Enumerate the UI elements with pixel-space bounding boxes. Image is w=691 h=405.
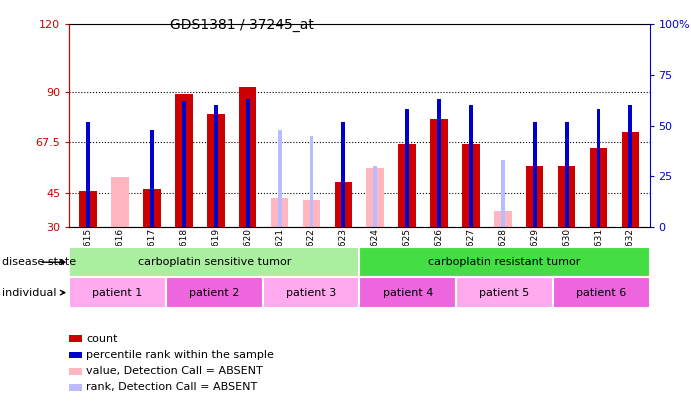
Bar [263, 277, 359, 308]
Text: patient 5: patient 5 [480, 288, 529, 298]
Text: patient 3: patient 3 [286, 288, 336, 298]
Bar [533, 122, 537, 227]
Text: patient 2: patient 2 [189, 288, 239, 298]
Bar [303, 200, 320, 227]
Bar [596, 109, 600, 227]
Bar [86, 122, 90, 227]
Bar [79, 191, 97, 227]
Text: patient 4: patient 4 [383, 288, 433, 298]
Bar [143, 189, 161, 227]
Bar [359, 247, 650, 277]
Bar [239, 87, 256, 227]
Text: percentile rank within the sample: percentile rank within the sample [86, 350, 274, 360]
Bar [399, 143, 416, 227]
Text: individual: individual [2, 288, 65, 298]
Bar [111, 177, 129, 227]
Text: carboplatin sensitive tumor: carboplatin sensitive tumor [138, 257, 291, 267]
Bar [526, 166, 544, 227]
Bar [565, 122, 569, 227]
Bar [469, 105, 473, 227]
Bar [405, 109, 409, 227]
Bar [359, 277, 456, 308]
Bar [166, 277, 263, 308]
Text: carboplatin resistant tumor: carboplatin resistant tumor [428, 257, 580, 267]
Bar [175, 94, 193, 227]
Text: GDS1381 / 37245_at: GDS1381 / 37245_at [170, 18, 314, 32]
Bar [494, 211, 511, 227]
Bar [589, 148, 607, 227]
Bar [246, 99, 249, 227]
Bar [430, 119, 448, 227]
Text: disease state: disease state [2, 257, 77, 267]
Bar [341, 122, 346, 227]
Text: value, Detection Call = ABSENT: value, Detection Call = ABSENT [86, 366, 263, 376]
Bar [271, 198, 288, 227]
Bar [553, 277, 650, 308]
Bar [558, 166, 576, 227]
Text: rank, Detection Call = ABSENT: rank, Detection Call = ABSENT [86, 382, 258, 392]
Bar [182, 101, 186, 227]
Text: patient 1: patient 1 [93, 288, 142, 298]
Bar [69, 277, 166, 308]
Bar [69, 247, 359, 277]
Bar [334, 182, 352, 227]
Text: patient 6: patient 6 [576, 288, 626, 298]
Bar [207, 114, 225, 227]
Bar [366, 168, 384, 227]
Bar [622, 132, 639, 227]
Bar [456, 277, 553, 308]
Bar [501, 160, 504, 227]
Bar [437, 99, 441, 227]
Bar [310, 136, 314, 227]
Bar [278, 130, 281, 227]
Bar [373, 166, 377, 227]
Bar [462, 143, 480, 227]
Bar [150, 130, 154, 227]
Bar [214, 105, 218, 227]
Bar [629, 105, 632, 227]
Text: count: count [86, 334, 118, 344]
